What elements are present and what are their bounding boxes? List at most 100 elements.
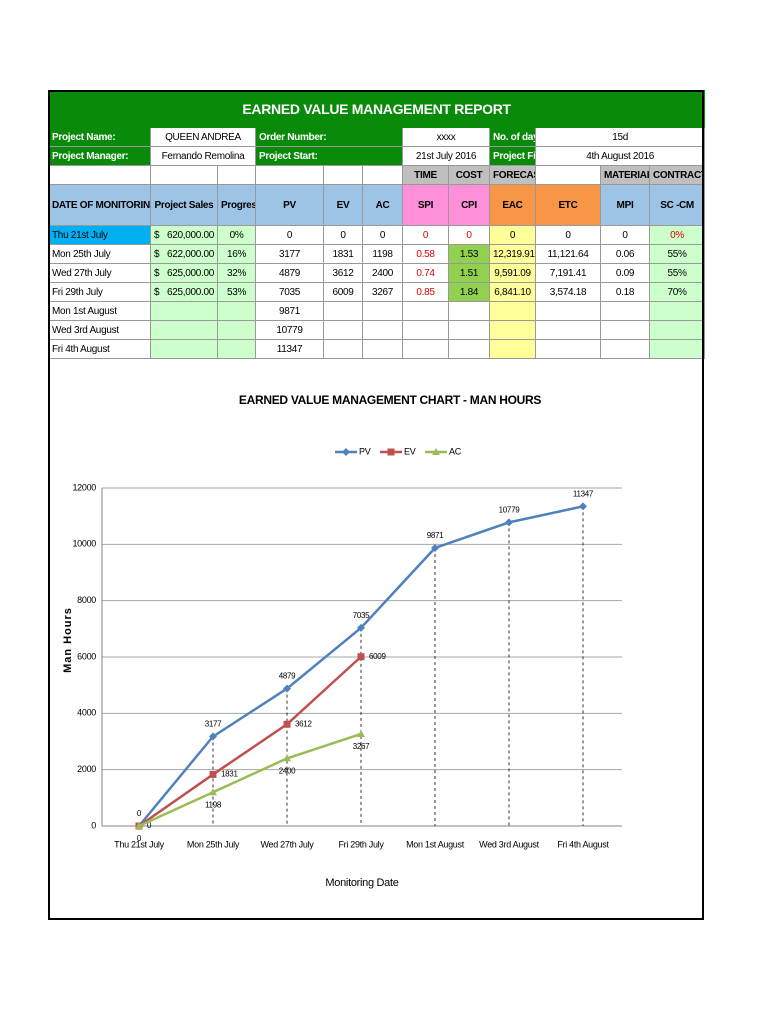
y-tick-label: 2000 [77, 764, 96, 774]
currency: $ [154, 229, 160, 241]
data-label: 3267 [353, 742, 370, 751]
progress-cell [217, 301, 256, 321]
sc-cm-cell [648, 339, 706, 359]
point [357, 623, 365, 632]
legend-marker [432, 448, 440, 455]
legend-marker [342, 448, 350, 456]
legend-marker [387, 448, 395, 456]
progress-cell [217, 320, 256, 340]
series-line [138, 732, 362, 828]
group-label: TIME [402, 165, 449, 185]
point [283, 720, 291, 728]
data-label: 7035 [353, 611, 370, 620]
report-body: EARNED VALUE MANAGEMENT REPORT Project N… [47, 90, 706, 359]
column-header: MPI [600, 184, 650, 226]
point [209, 732, 217, 741]
y-tick-label: 12000 [72, 482, 96, 492]
currency: $ [154, 286, 160, 298]
x-tick-label: Fri 4th August [557, 839, 609, 849]
data-label: 10779 [499, 506, 521, 515]
data-row: Mon 25th July $622,000.00 16% 3177 1831 1198 0… [48, 244, 706, 264]
x-tick-label: Mon 1st August [406, 839, 465, 849]
series-line [138, 655, 362, 828]
progress-cell: 0% [217, 225, 256, 245]
x-tick-label: Fri 29th July [338, 839, 384, 849]
data-row: Fri 29th July $625,000.00 53% 7035 6009 3267 0… [48, 282, 706, 302]
column-header: EV [323, 184, 363, 226]
sales-cell: $625,000.00 [150, 282, 218, 302]
point [135, 822, 143, 829]
sales-cell [150, 301, 218, 321]
data-label: 4879 [279, 672, 296, 681]
sales-amount: 620,000.00 [166, 229, 214, 241]
data-row: Fri 4th August 11347 [48, 339, 706, 359]
sales-cell: $625,000.00 [150, 263, 218, 283]
sales-cell: $620,000.00 [150, 225, 218, 245]
data-label: 0 [137, 834, 142, 843]
column-header: EAC [489, 184, 536, 226]
legend-label: EV [404, 446, 416, 456]
title-row: EARNED VALUE MANAGEMENT REPORT [47, 90, 706, 128]
eac-cell [489, 339, 536, 359]
x-tick-label: Wed 3rd August [479, 839, 539, 849]
eac-cell: 9,591.09 [489, 263, 536, 283]
cpi-cell: 1.51 [448, 263, 490, 283]
data-label: 6009 [369, 652, 386, 661]
column-header: SC -CM [648, 184, 706, 226]
y-tick-label: 10000 [72, 539, 96, 549]
y-tick-label: 4000 [77, 708, 96, 718]
x-tick-label: Wed 27th July [261, 839, 315, 849]
data-row: Wed 27th July $625,000.00 32% 4879 3612 2400 0… [48, 263, 706, 283]
data-label: 1198 [205, 800, 222, 809]
y-axis-label: Man Hours [62, 607, 74, 673]
progress-cell: 16% [217, 244, 256, 264]
info-row: Project Name: QUEEN ANDREA Order Number: xx… [48, 127, 706, 147]
point [209, 788, 217, 796]
data-label: 3177 [205, 720, 222, 729]
point [357, 729, 365, 737]
group-label: CONTRACTOR [648, 165, 706, 185]
point [579, 502, 587, 511]
sc-cm-cell: 0% [648, 225, 706, 245]
group-label: MATERIAL [600, 165, 650, 185]
sc-cm-cell: 55% [648, 263, 706, 283]
report-title: EARNED VALUE MANAGEMENT REPORT [47, 90, 706, 128]
x-tick-label: Mon 25th July [187, 839, 240, 849]
group-label: FORECAST [489, 165, 536, 185]
point [283, 684, 291, 693]
eac-cell [489, 320, 536, 340]
pv-cell: 11347 [255, 339, 324, 359]
legend-label: PV [359, 446, 371, 456]
eac-cell: 0 [489, 225, 536, 245]
y-tick-label: 6000 [77, 651, 96, 661]
data-row: Mon 1st August 9871 [48, 301, 706, 321]
column-header: SPI [402, 184, 449, 226]
x-tick-label: Thu 21st July [114, 839, 164, 849]
sales-cell [150, 320, 218, 340]
data-label: 2400 [279, 767, 296, 776]
data-label: 1831 [221, 770, 238, 779]
column-header: DATE OF MONITORING [48, 184, 151, 226]
y-tick-label: 8000 [77, 595, 96, 605]
info-label: Project Finish: [489, 146, 536, 166]
column-header: Progress [217, 184, 256, 226]
cpi-cell: 1.53 [448, 244, 490, 264]
sc-cm-cell [648, 320, 706, 340]
report-table: EARNED VALUE MANAGEMENT REPORT Project N… [47, 90, 706, 359]
legend-label: AC [449, 446, 462, 456]
info-label: No. of days: [489, 127, 536, 147]
eac-cell [489, 301, 536, 321]
column-header: CPI [448, 184, 490, 226]
point [209, 770, 217, 778]
sales-amount: 625,000.00 [166, 267, 214, 279]
data-label: 3612 [295, 719, 312, 728]
data-label: 0 [147, 821, 152, 830]
y-tick-label: 0 [91, 820, 96, 830]
sales-cell [150, 339, 218, 359]
point [505, 518, 513, 527]
progress-cell [217, 339, 256, 359]
data-label: 9871 [427, 531, 444, 540]
sales-amount: 625,000.00 [166, 286, 214, 298]
